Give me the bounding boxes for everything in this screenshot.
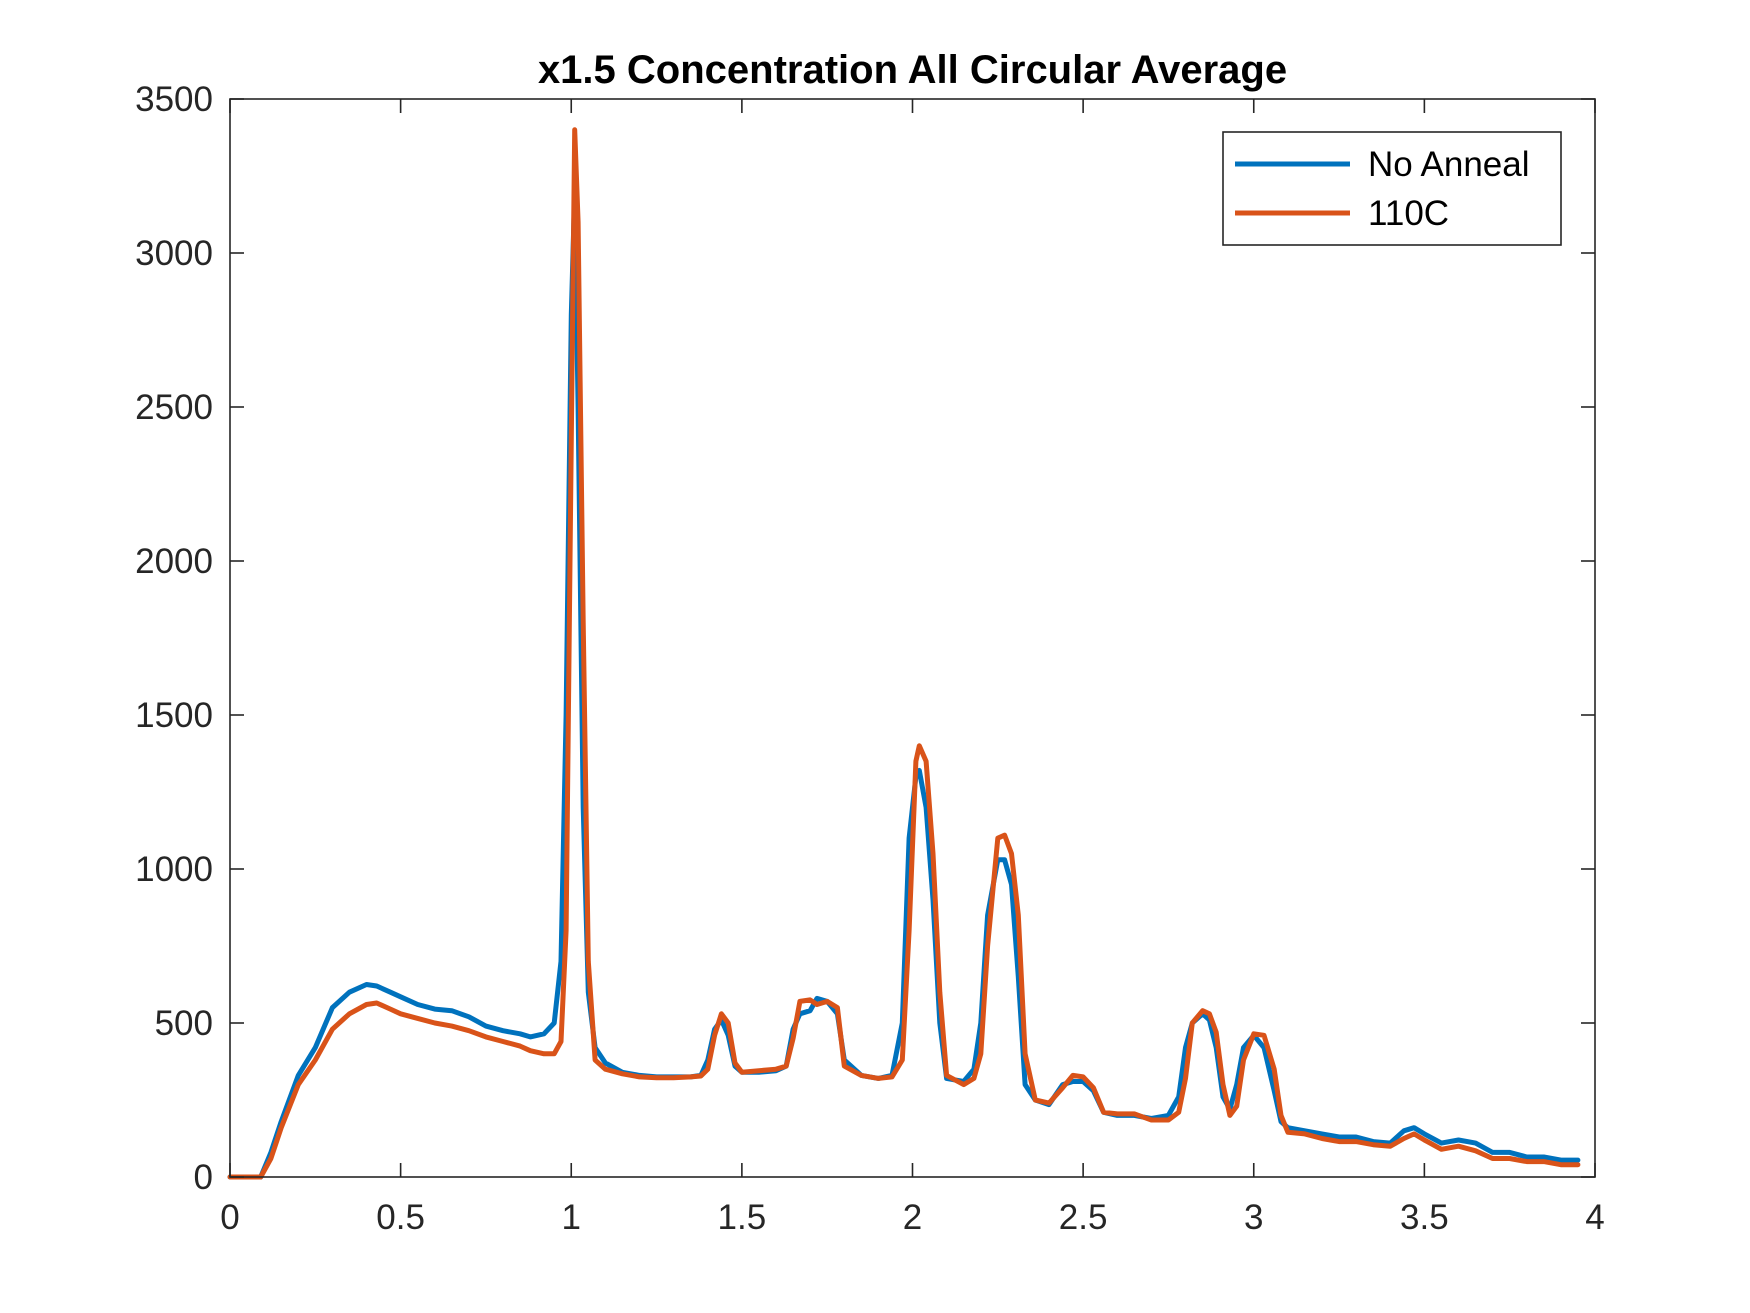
- y-tick-label: 500: [155, 1004, 213, 1043]
- y-tick-label: 2000: [135, 542, 213, 581]
- axis-layer: 0 0.5 1 1.5 2 2.5 3 3.5 4 0 500 1000 1500 2000 2500 300…: [135, 80, 1605, 1237]
- x-tick-label: 4: [1585, 1198, 1604, 1237]
- series-line-2: [227, 127, 1581, 1180]
- plot-area: [230, 99, 1595, 1177]
- y-tick-label: 3000: [135, 234, 213, 273]
- x-tick-label: 1: [562, 1198, 581, 1237]
- x-tick-label: 0.5: [376, 1198, 425, 1237]
- legend: No Anneal 110C: [1222, 131, 1562, 246]
- legend-box: [1222, 131, 1562, 246]
- series-layer: [227, 127, 1581, 1180]
- x-tick-label: 3.5: [1400, 1198, 1449, 1237]
- legend-label-1: No Anneal: [1368, 145, 1530, 184]
- chart-title: x1.5 Concentration All Circular Average: [538, 48, 1287, 92]
- x-tick-label: 3: [1244, 1198, 1263, 1237]
- y-tick-label: 1000: [135, 850, 213, 889]
- x-tick-label: 2: [903, 1198, 922, 1237]
- y-tick-label: 0: [194, 1158, 213, 1197]
- x-tick-label: 2.5: [1059, 1198, 1108, 1237]
- y-tick-label: 3500: [135, 80, 213, 119]
- x-tick-label: 0: [220, 1198, 239, 1237]
- x-tick-label: 1.5: [718, 1198, 767, 1237]
- y-tick-label: 2500: [135, 388, 213, 427]
- legend-label-2: 110C: [1368, 194, 1449, 233]
- y-tick-label: 1500: [135, 696, 213, 735]
